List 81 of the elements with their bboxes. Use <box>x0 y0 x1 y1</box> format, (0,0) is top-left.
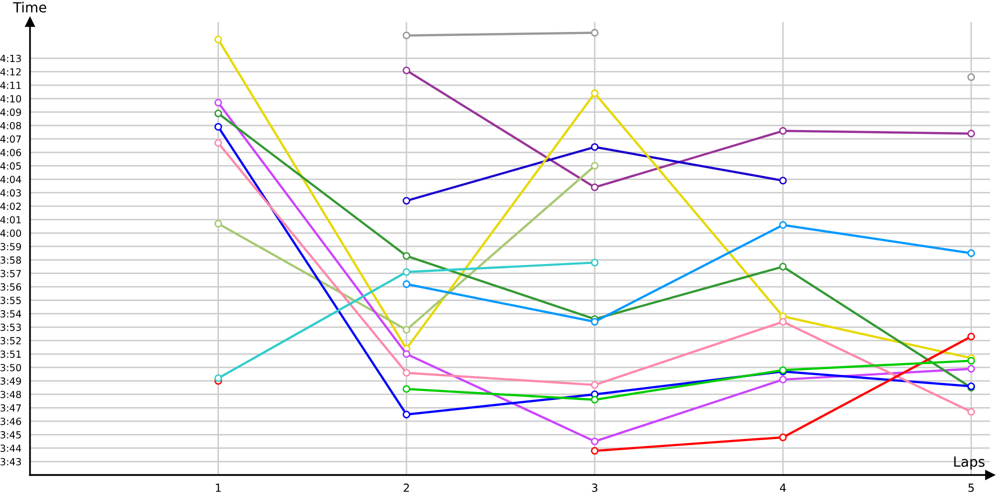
y-tick-label: 3:48 <box>0 390 21 398</box>
point <box>214 374 222 382</box>
y-tick-label: 4:01 <box>0 216 21 224</box>
y-tick-label: 3:55 <box>0 296 21 304</box>
y-tick-label: 3:58 <box>0 256 21 264</box>
y-tick-label: 3:57 <box>0 270 21 278</box>
y-tick-label: 3:59 <box>0 242 21 250</box>
point <box>590 396 599 404</box>
y-tick-label: 3:52 <box>0 337 21 344</box>
point <box>779 434 787 442</box>
point <box>402 385 410 393</box>
point <box>402 66 410 74</box>
x-tick-label: 5 <box>968 484 974 492</box>
x-axis-title: Laps <box>954 456 985 470</box>
y-tick-label: 4:02 <box>0 202 21 210</box>
x-tick-label: 4 <box>780 484 786 492</box>
x-tick-label: 2 <box>404 484 409 492</box>
y-tick-label: 3:50 <box>0 364 22 372</box>
y-tick-label: 3:46 <box>0 418 22 426</box>
y-tick-label: 4:06 <box>0 148 22 156</box>
y-tick-label: 4:10 <box>0 95 22 102</box>
point <box>214 98 222 106</box>
point <box>590 184 599 192</box>
y-tick-label: 4:12 <box>0 68 21 76</box>
point <box>779 262 787 270</box>
y-tick-label: 3:49 <box>0 377 21 385</box>
point <box>214 36 222 44</box>
point <box>967 249 975 258</box>
y-tick-label: 4:04 <box>0 176 22 184</box>
y-tick-label: 4:11 <box>0 82 21 89</box>
y-tick-label: 3:54 <box>0 310 22 318</box>
y-tick-label: 4:03 <box>0 189 21 197</box>
point <box>402 252 410 260</box>
y-tick-label: 3:43 <box>0 458 21 466</box>
y-axis-title: Time <box>12 2 46 13</box>
point <box>590 143 599 151</box>
y-tick-label: 4:08 <box>0 122 21 130</box>
point <box>590 258 599 266</box>
point <box>214 123 222 131</box>
y-tick-label: 3:44 <box>0 444 22 452</box>
point <box>214 110 222 118</box>
point <box>402 326 410 334</box>
y-tick-label: 3:56 <box>0 283 22 291</box>
point <box>590 318 599 326</box>
y-tick-label: 4:07 <box>0 135 21 143</box>
point <box>214 220 222 228</box>
y-tick-label: 3:53 <box>0 324 21 331</box>
point <box>214 139 222 147</box>
point <box>779 221 787 229</box>
point <box>779 127 787 135</box>
point <box>967 73 975 81</box>
point <box>590 446 599 455</box>
point <box>590 438 599 446</box>
point <box>590 162 599 170</box>
point <box>967 130 975 138</box>
y-tick-label: 3:47 <box>0 404 21 412</box>
point <box>779 376 787 384</box>
point <box>402 369 410 377</box>
point <box>967 364 975 373</box>
point <box>402 350 410 358</box>
point <box>967 408 975 416</box>
y-tick-label: 4:05 <box>0 162 21 170</box>
point <box>402 196 410 205</box>
y-tick-label: 4:00 <box>0 230 22 237</box>
point <box>402 32 410 40</box>
point <box>590 89 599 98</box>
point <box>402 280 410 288</box>
point <box>967 332 975 340</box>
point <box>967 356 975 365</box>
point <box>779 176 787 184</box>
point <box>402 268 410 276</box>
y-tick-label: 4:13 <box>0 54 21 62</box>
point <box>779 318 787 326</box>
y-tick-label: 3:45 <box>0 431 21 439</box>
x-tick-label: 3 <box>592 484 598 492</box>
point <box>402 410 410 418</box>
point <box>590 381 599 389</box>
y-tick-label: 3:51 <box>0 350 21 358</box>
y-tick-label: 4:09 <box>0 108 21 116</box>
x-tick-label: 1 <box>216 484 221 492</box>
point <box>590 28 599 37</box>
